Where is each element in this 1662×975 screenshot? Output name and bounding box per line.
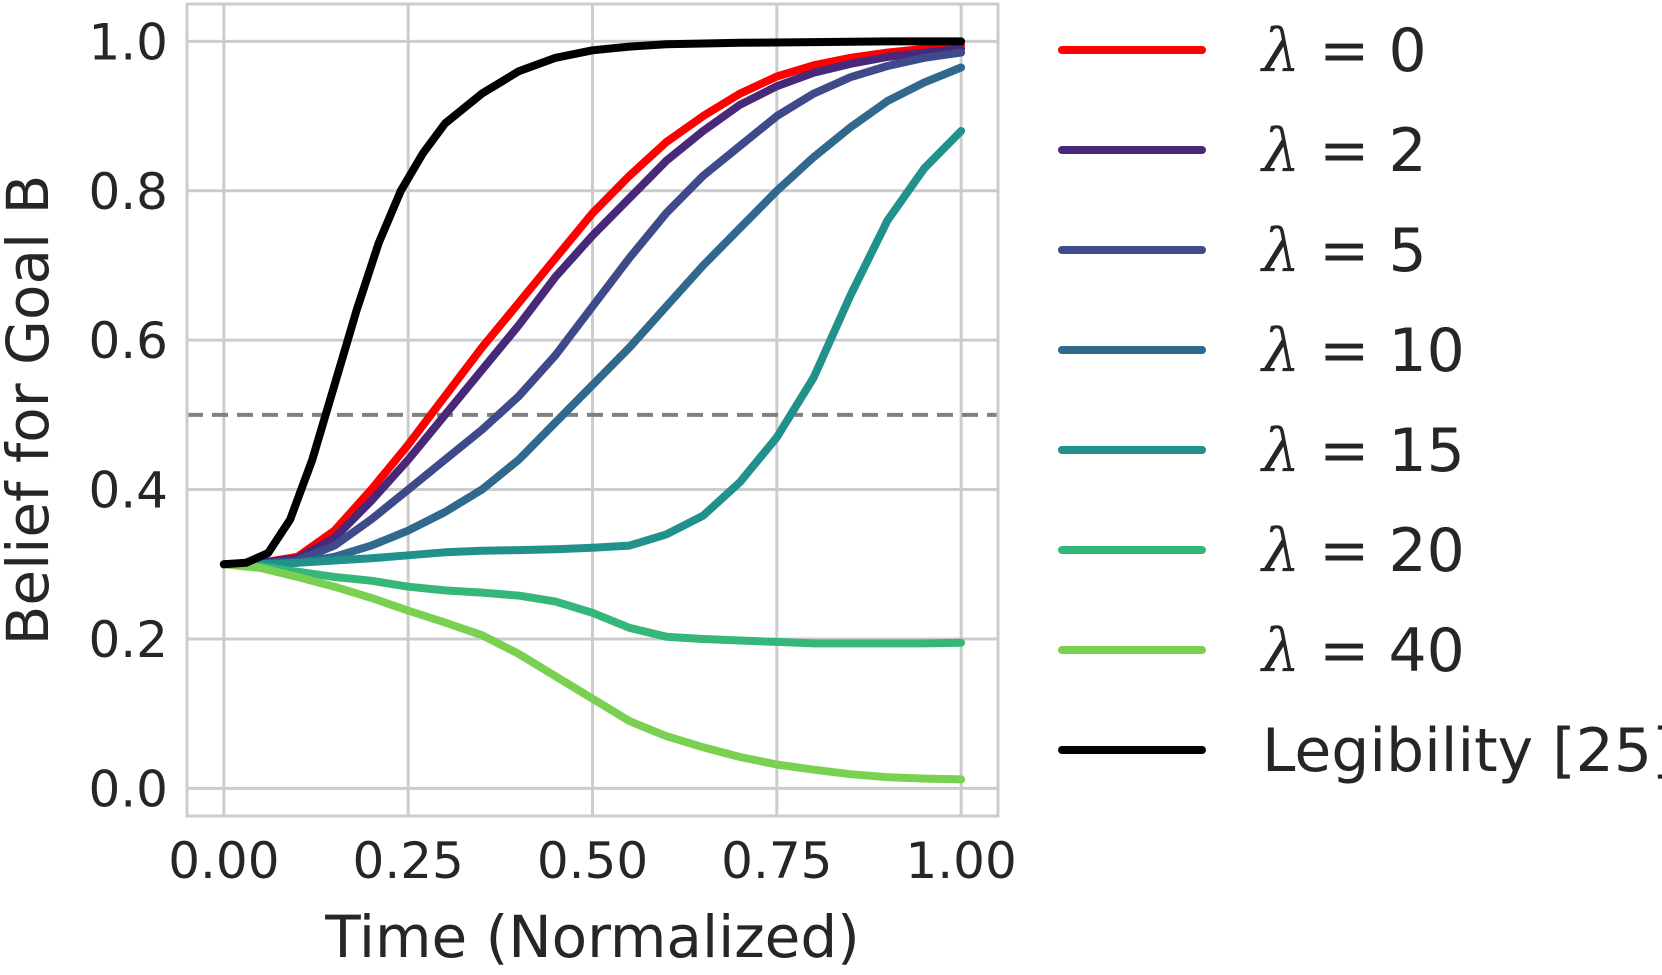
legend-label: λ = 2: [1260, 116, 1427, 186]
y-tick-label: 0.0: [88, 760, 168, 818]
legend-label: λ = 15: [1260, 416, 1465, 486]
series-line-5: [219, 560, 966, 648]
legend-item-4: λ = 15: [1058, 416, 1465, 486]
x-tick-label: 1.00: [905, 832, 1016, 890]
legend-symbol: λ: [1260, 116, 1300, 186]
series-lines: [219, 37, 966, 784]
legend-item-6: λ = 40: [1058, 616, 1465, 686]
legend-symbol: λ: [1260, 616, 1300, 686]
legend-item-2: λ = 5: [1058, 216, 1427, 286]
legend-label: λ = 40: [1260, 616, 1465, 686]
legend-label: λ = 5: [1260, 216, 1427, 286]
legend-item-5: λ = 20: [1058, 516, 1465, 586]
x-axis-label: Time (Normalized): [324, 903, 860, 971]
legend-value: = 15: [1300, 416, 1465, 486]
x-tick-label: 0.25: [353, 832, 464, 890]
legend-symbol: λ: [1260, 16, 1300, 86]
legend-label: λ = 20: [1260, 516, 1465, 586]
y-tick-label: 0.2: [88, 611, 168, 669]
legend-label: λ = 10: [1260, 316, 1465, 386]
y-tick-labels: 0.0 0.2 0.4 0.6 0.8 1.0: [88, 13, 168, 818]
legend-value: = 0: [1300, 16, 1427, 86]
legend-item-1: λ = 2: [1058, 116, 1427, 186]
y-tick-label: 0.6: [88, 312, 168, 370]
legend-symbol: λ: [1260, 416, 1300, 486]
y-tick-label: 0.4: [88, 462, 168, 520]
legend-item-3: λ = 10: [1058, 316, 1465, 386]
legend-value: = 2: [1300, 116, 1427, 186]
legend-value: = 10: [1300, 316, 1465, 386]
legend-symbol: λ: [1260, 216, 1300, 286]
series-line-4: [219, 127, 966, 569]
legend: λ = 0λ = 2λ = 5λ = 10λ = 15λ = 20λ = 40L…: [1058, 16, 1662, 786]
legend-label: λ = 0: [1260, 16, 1427, 86]
series-line-2: [219, 48, 966, 569]
series-line-6: [219, 560, 966, 784]
series-line-7: [219, 37, 966, 569]
series-line-0: [219, 41, 966, 569]
legend-label: Legibility [25]: [1262, 716, 1662, 786]
series-line-3: [219, 63, 966, 569]
x-tick-labels: 0.00 0.25 0.50 0.75 1.00: [168, 832, 1017, 890]
legend-symbol: λ: [1260, 316, 1300, 386]
y-axis-label: Belief for Goal B: [0, 175, 62, 646]
legend-item-0: λ = 0: [1058, 16, 1427, 86]
legend-value: = 40: [1300, 616, 1465, 686]
y-tick-label: 1.0: [88, 13, 168, 71]
y-tick-label: 0.8: [88, 163, 168, 221]
x-tick-label: 0.00: [168, 832, 279, 890]
legend-item-7: Legibility [25]: [1058, 716, 1662, 786]
plot-frame: [185, 2, 1000, 818]
x-tick-label: 0.75: [721, 832, 832, 890]
legend-symbol: λ: [1260, 516, 1300, 586]
legend-value: = 20: [1300, 516, 1465, 586]
legend-value: = 5: [1300, 216, 1427, 286]
x-tick-label: 0.50: [537, 832, 648, 890]
series-line-1: [219, 44, 966, 569]
